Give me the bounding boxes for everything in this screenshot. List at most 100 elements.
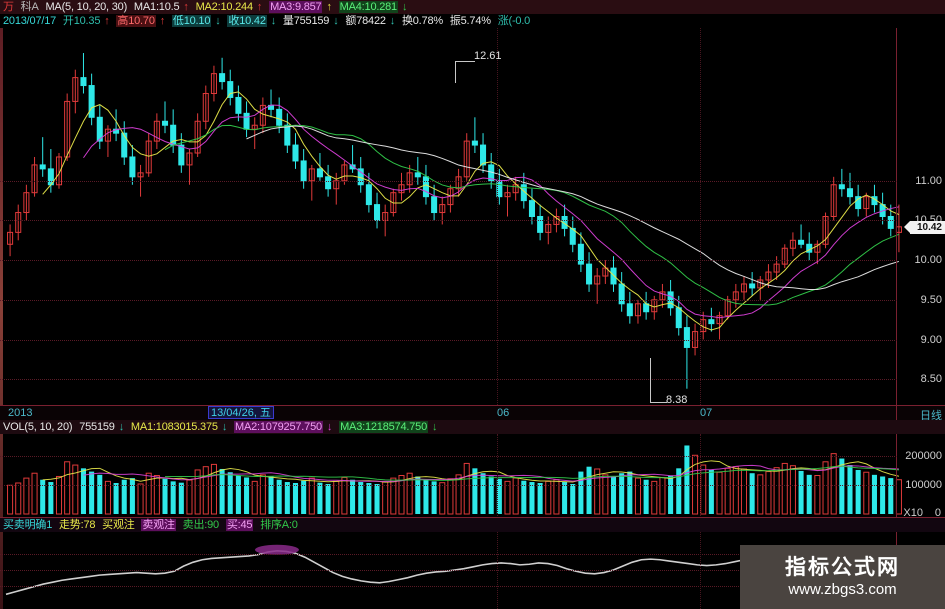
vol-ma1-value: MA1:1083015.375 bbox=[130, 421, 218, 433]
price-month-separator bbox=[700, 28, 701, 405]
vol-ma2-value: MA2:1079257.750 bbox=[234, 421, 323, 433]
volume-panel-bottom-border bbox=[0, 517, 945, 518]
site-watermark: 指标公式网 www.zbgs3.com bbox=[740, 545, 945, 609]
ind-buy: 买:45 bbox=[225, 519, 254, 531]
price-axis-tick: 10.50 bbox=[914, 215, 942, 226]
high-arrow-icon: ↑ bbox=[159, 15, 166, 27]
stock-name[interactable]: 科A bbox=[20, 1, 39, 13]
low-value: 低10.10 bbox=[171, 15, 212, 27]
amount-arrow-icon: ↓ bbox=[389, 15, 396, 27]
price-axis-tick: 10.00 bbox=[914, 254, 942, 267]
high-annotation-stem bbox=[455, 61, 456, 83]
watermark-url: www.zbgs3.com bbox=[788, 580, 897, 598]
ind-sell-watch: 卖观注 bbox=[141, 519, 176, 531]
vol-ma3-arrow-icon: ↓ bbox=[432, 421, 438, 433]
change-value: 涨(-0.0 bbox=[497, 15, 531, 27]
period-label[interactable]: 日线 bbox=[920, 410, 942, 422]
date-axis-top-border bbox=[0, 405, 945, 406]
volume-gridline bbox=[0, 456, 897, 458]
current-price-marker: 10.42 bbox=[903, 220, 945, 234]
indicator-month-separator bbox=[700, 532, 701, 609]
high-value: 高10.70 bbox=[116, 15, 156, 27]
price-axis-tick: 8.50 bbox=[920, 373, 942, 386]
open-arrow-icon: ↑ bbox=[104, 15, 110, 27]
close-arrow-icon: ↓ bbox=[270, 15, 277, 27]
indicator-gridline bbox=[0, 570, 897, 571]
ind-sell: 卖出:90 bbox=[182, 519, 219, 531]
low-arrow-icon: ↓ bbox=[215, 15, 221, 27]
open-value: 开10.35 bbox=[62, 15, 101, 27]
ma-indicator-label[interactable]: MA(5, 10, 20, 30) bbox=[45, 1, 128, 13]
ma4-arrow-icon: ↓ bbox=[401, 1, 408, 13]
price-axis-tick: 9.50 bbox=[920, 293, 942, 306]
ind-name[interactable]: 买卖明确1 bbox=[3, 519, 53, 531]
date-axis[interactable]: 2013 13/04/26, 五 06 07 日线 bbox=[0, 405, 945, 422]
vol-ma1-arrow-icon: ↓ bbox=[221, 421, 228, 433]
ma1-arrow-icon: ↑ bbox=[183, 1, 189, 13]
volume-arrow-icon: ↓ bbox=[333, 15, 339, 27]
volume-axis-tick: 100000 bbox=[905, 479, 942, 492]
volume-month-separator bbox=[700, 434, 701, 518]
volume-gridline bbox=[0, 485, 897, 487]
vol-value: 755159 bbox=[79, 421, 115, 433]
amplitude-value: 振5.74% bbox=[449, 15, 491, 27]
volume-value: 量755159 bbox=[282, 15, 330, 27]
quote-date: 2013/07/17 bbox=[3, 15, 57, 27]
volume-bar-series bbox=[7, 445, 902, 515]
date-axis-right-divider bbox=[896, 405, 897, 421]
low-annotation-stem bbox=[650, 358, 651, 403]
ma3-value: MA3:9.857 bbox=[269, 1, 323, 13]
price-gridline bbox=[0, 379, 897, 381]
ind-buy-watch: 买观注 bbox=[102, 519, 135, 531]
volume-chart-panel[interactable]: 200000 100000 X10 0 bbox=[0, 434, 945, 519]
vol-ma2-arrow-icon: ↓ bbox=[326, 421, 333, 433]
date-tick-06: 06 bbox=[497, 407, 510, 419]
vol-indicator-label[interactable]: VOL(5, 10, 20) bbox=[3, 421, 73, 433]
ind-trend: 走势:78 bbox=[58, 519, 96, 531]
price-chart-panel[interactable]: 11.00 10.50 10.00 9.50 9.00 8.50 12.61 8.38 1… bbox=[0, 28, 945, 406]
volume-zero-label: 0 bbox=[934, 507, 941, 519]
volume-multiplier-label: X10 bbox=[903, 507, 923, 519]
indicator-month-separator bbox=[497, 532, 498, 609]
price-gridline bbox=[0, 339, 897, 341]
indicator-gridline bbox=[0, 554, 897, 555]
close-value: 收10.42 bbox=[227, 15, 267, 27]
candlestick-series bbox=[7, 53, 902, 389]
low-annotation-leader bbox=[650, 402, 667, 403]
volume-axis-tick: 200000 bbox=[905, 450, 942, 463]
chart-header-row-1: 万 科A MA(5, 10, 20, 30) MA1:10.5 ↑ MA2:10.… bbox=[0, 0, 945, 14]
price-gridline bbox=[0, 180, 897, 182]
volume-axis-divider bbox=[896, 434, 897, 518]
high-price-annotation: 12.61 bbox=[474, 50, 502, 62]
ind-rank: 排序A:0 bbox=[260, 519, 298, 531]
price-axis-tick: 11.00 bbox=[915, 174, 942, 187]
crosshair-date-label: 13/04/26, 五 bbox=[208, 406, 274, 419]
price-axis-tick: 9.00 bbox=[920, 333, 942, 346]
ma2-arrow-icon: ↑ bbox=[256, 1, 263, 13]
date-axis-year: 2013 bbox=[8, 407, 33, 419]
ma3-arrow-icon: ↑ bbox=[326, 1, 332, 13]
ma1-value: MA1:10.5 bbox=[133, 1, 180, 13]
date-tick-07: 07 bbox=[700, 407, 713, 419]
vol-arrow-icon: ↓ bbox=[118, 421, 125, 433]
price-axis-divider bbox=[896, 28, 897, 405]
watermark-title: 指标公式网 bbox=[785, 555, 900, 579]
amount-value: 额78422 bbox=[345, 15, 386, 27]
chart-header-row-2: 2013/07/17 开10.35 ↑ 高10.70 ↑ 低10.10 ↓ 收10.4… bbox=[0, 14, 945, 28]
vol-ma3-value: MA3:1218574.750 bbox=[339, 421, 429, 433]
indicator-header-row: 买卖明确1 走势:78 买观注 卖观注 卖出:90 买:45 排序A:0 bbox=[0, 518, 945, 532]
turnover-value: 换0.78% bbox=[401, 15, 443, 27]
price-month-separator bbox=[497, 28, 498, 405]
price-gridline bbox=[0, 299, 897, 301]
indicator-gridline bbox=[0, 586, 897, 587]
high-annotation-leader bbox=[455, 61, 475, 62]
low-price-annotation: 8.38 bbox=[666, 394, 688, 406]
volume-header-row: VOL(5, 10, 20) 755159 ↓ MA1:1083015.375 ↓ … bbox=[0, 420, 945, 434]
volume-month-separator bbox=[497, 434, 498, 518]
market-label: 万 bbox=[3, 1, 14, 13]
price-gridline bbox=[0, 260, 897, 262]
ma4-value: MA4:10.281 bbox=[338, 1, 398, 13]
ma2-value: MA2:10.244 bbox=[195, 1, 254, 13]
window-left-edge bbox=[0, 0, 3, 609]
